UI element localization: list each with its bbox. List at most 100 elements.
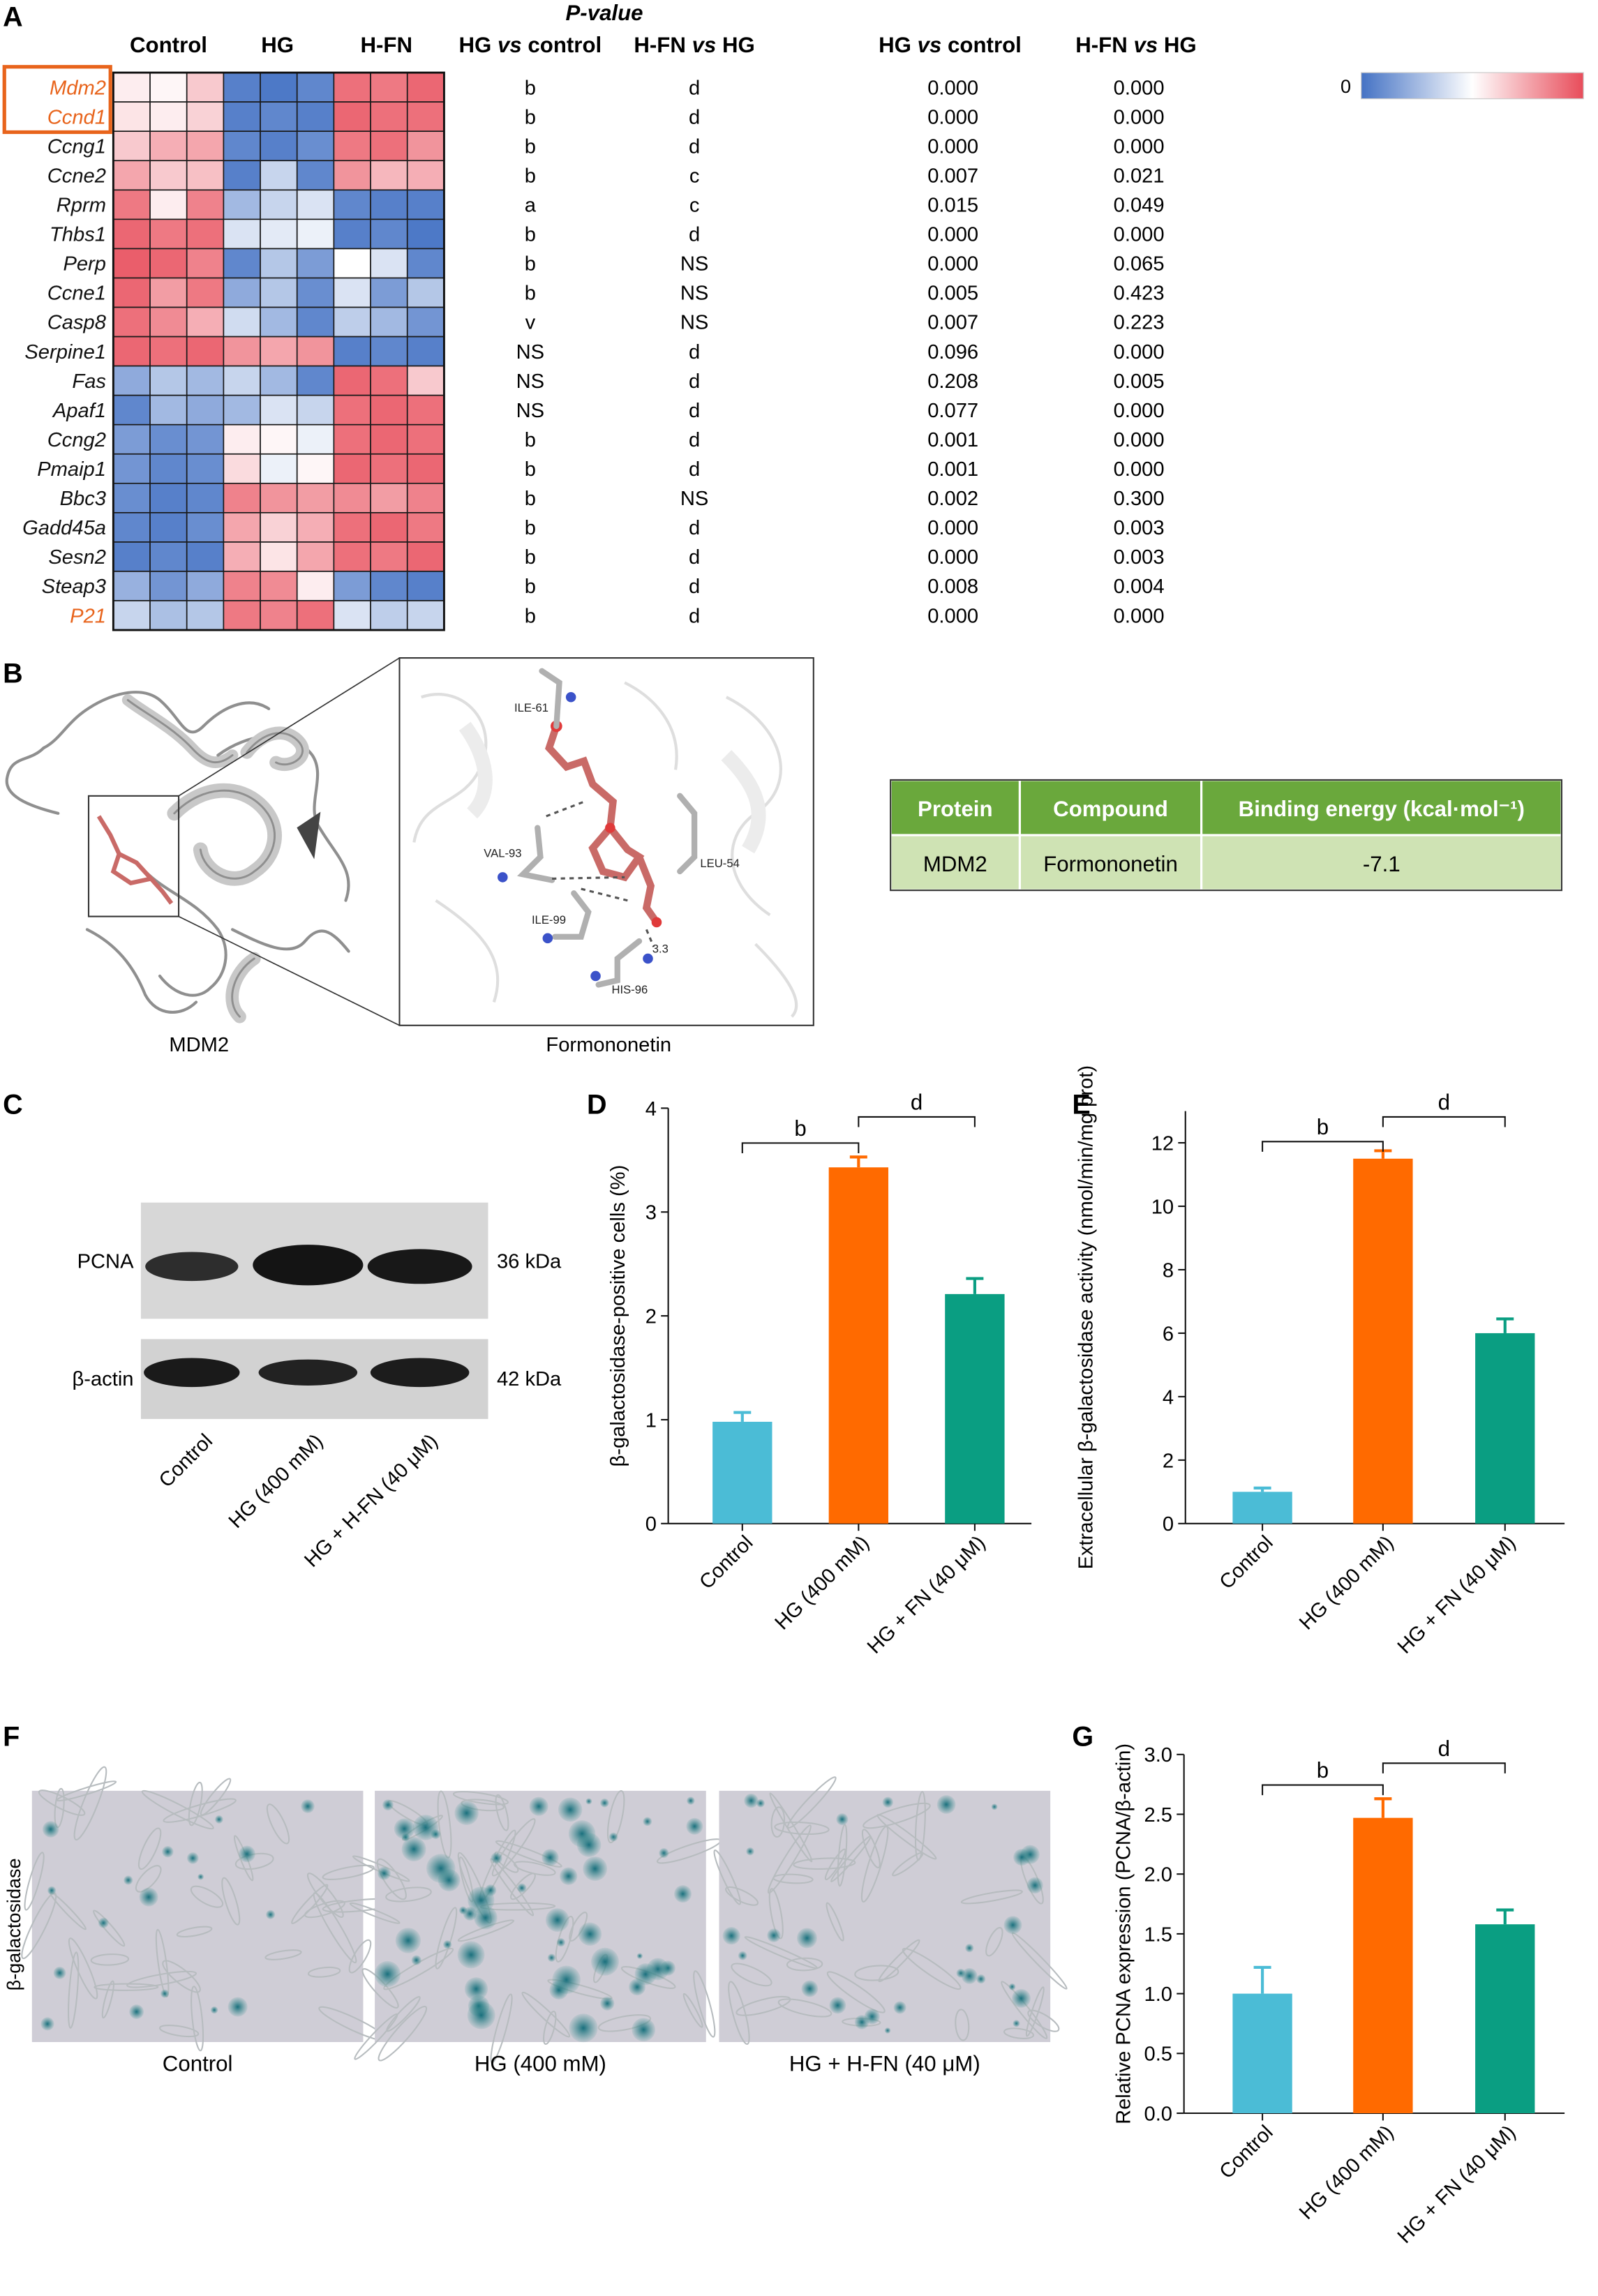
stained-cell: [829, 1997, 846, 2014]
heatmap-cell: [296, 600, 335, 631]
stained-cell: [374, 1960, 401, 1988]
heatmap-cell: [112, 453, 151, 484]
heatmap-cell: [223, 453, 261, 484]
y-axis-label: β-galactosidase-positive cells (%): [607, 1165, 629, 1467]
gene-label: Serpine1: [24, 341, 106, 363]
panel-label-e: E: [1072, 1090, 1090, 1120]
heatmap-cell: [149, 160, 188, 191]
cell-outline: [101, 1980, 115, 2019]
heatmap-cell: [260, 189, 298, 220]
heatmap-cell: [370, 130, 408, 162]
gene-label: Steap3: [42, 576, 106, 598]
panel-label-b: B: [3, 658, 23, 689]
bar: [1232, 1492, 1292, 1524]
heatmap-cell: [296, 277, 335, 308]
stained-cell: [266, 1909, 276, 1919]
sig-hfn-vs-hg: d: [689, 400, 700, 422]
y-tick-label: 0: [645, 1513, 657, 1536]
stained-cell: [976, 1974, 986, 1984]
y-tick-label: 12: [1151, 1132, 1174, 1155]
heatmap-cell: [406, 248, 445, 279]
stained-cell: [529, 1796, 548, 1816]
cell-outline: [521, 1991, 571, 2038]
significance-label: b: [794, 1116, 806, 1141]
heatmap-cell: [370, 453, 408, 484]
stained-cell: [1003, 1916, 1022, 1935]
bound-ligand-small: [96, 815, 174, 905]
stained-cell: [646, 1958, 669, 1981]
gene-label: Pmaip1: [37, 458, 106, 481]
stained-cell: [162, 1845, 174, 1858]
heatmap-cell: [223, 160, 261, 191]
x-tick-label: Control: [1216, 1531, 1278, 1593]
heatmap-cell: [149, 512, 188, 543]
pvalue-title: P-value: [565, 1, 643, 25]
stained-cell: [893, 2001, 906, 2014]
heatmap-cell: [406, 189, 445, 220]
pvalue-hg-vs-control: 0.008: [927, 576, 978, 598]
heatmap-cell: [149, 218, 188, 250]
pvalue-header: H-FN vs HG: [1075, 33, 1196, 57]
y-tick-label: 2.5: [1144, 1804, 1173, 1826]
stained-cell: [378, 1866, 391, 1880]
heatmap-cell: [260, 277, 298, 308]
stained-cell: [239, 1845, 255, 1863]
heatmap-cell: [406, 101, 445, 133]
heatmap-cell: [112, 218, 151, 250]
stained-cell: [756, 1799, 765, 1808]
stained-cell: [491, 1852, 502, 1864]
cell-outline: [200, 1778, 232, 1816]
heatmap-cell: [112, 130, 151, 162]
stained-cell: [139, 1887, 158, 1907]
heatmap-cell: [296, 482, 335, 513]
heatmap-cell: [149, 365, 188, 396]
pvalue-hg-vs-control: 0.007: [927, 312, 978, 334]
heatmap-cell: [149, 72, 188, 103]
heatmap-cell: [223, 130, 261, 162]
stained-cell: [629, 1979, 646, 1996]
stained-cell: [412, 1815, 439, 1840]
heatmap-cell: [333, 277, 371, 308]
y-tick-label: 8: [1163, 1259, 1174, 1282]
heatmap-cell: [149, 189, 188, 220]
heatmap-cell: [370, 101, 408, 133]
heatmap-cell: [296, 306, 335, 338]
heatmap-cell: [149, 423, 188, 455]
group-header: H-FN: [360, 33, 412, 57]
table-border: [890, 779, 1562, 892]
cell-outline: [176, 1926, 213, 1938]
cell-outline: [191, 1986, 204, 2052]
y-tick-label: 2.0: [1144, 1864, 1173, 1886]
cell-outline: [728, 1981, 750, 2045]
cell-outline: [1027, 2009, 1060, 2032]
cell-outline: [955, 2009, 970, 2041]
cell-outline: [264, 1949, 302, 1960]
pvalue-hfn-vs-hg: 0.000: [1114, 77, 1165, 99]
sig-hfn-vs-hg: d: [689, 77, 700, 99]
heatmap-cell: [333, 189, 371, 220]
cell-outline: [510, 1873, 536, 1900]
significance-header: HG vs control: [458, 33, 602, 57]
heatmap-cell: [223, 394, 261, 426]
heatmap-cell: [370, 336, 408, 367]
band-label: β-actin: [73, 1368, 134, 1390]
heatmap-cell: [296, 160, 335, 191]
stained-cell: [560, 1867, 578, 1885]
heatmap-cell: [406, 541, 445, 572]
heatmap-cell: [370, 248, 408, 279]
stained-cell: [98, 1917, 109, 1928]
cell-outline: [307, 1966, 341, 1978]
pvalue-hg-vs-control: 0.015: [927, 195, 978, 217]
stained-cell: [227, 1997, 248, 2017]
heatmap-cell: [112, 72, 151, 103]
sig-hg-vs-control: b: [525, 135, 536, 158]
sig-hfn-vs-hg: d: [689, 605, 700, 627]
pvalue-hfn-vs-hg: 0.049: [1114, 195, 1165, 217]
staining-ylabel: β-galactosidase: [3, 1858, 24, 1990]
cell-outline: [349, 1902, 401, 1924]
gene-label: Ccng2: [47, 429, 106, 451]
heatmap-cell: [260, 394, 298, 426]
heatmap-cell: [112, 160, 151, 191]
heatmap-cell: [112, 336, 151, 367]
